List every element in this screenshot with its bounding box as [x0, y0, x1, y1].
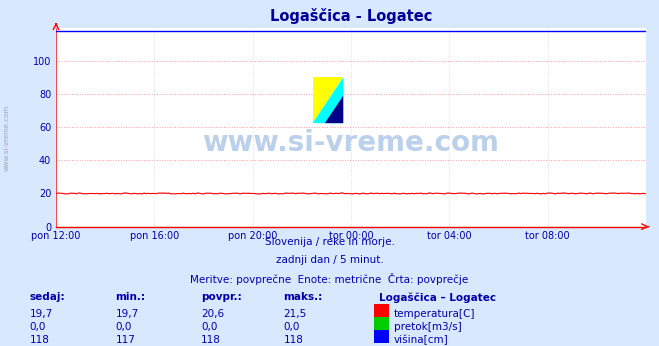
- Text: 0,0: 0,0: [201, 322, 217, 332]
- Text: min.:: min.:: [115, 292, 146, 302]
- Text: 19,7: 19,7: [115, 309, 138, 319]
- Text: temperatura[C]: temperatura[C]: [394, 309, 476, 319]
- Polygon shape: [312, 78, 343, 123]
- Text: 19,7: 19,7: [30, 309, 53, 319]
- Text: zadnji dan / 5 minut.: zadnji dan / 5 minut.: [275, 255, 384, 265]
- Text: 118: 118: [201, 335, 221, 345]
- Text: 118: 118: [283, 335, 303, 345]
- Text: sedaj:: sedaj:: [30, 292, 65, 302]
- Text: www.si-vreme.com: www.si-vreme.com: [202, 129, 500, 157]
- Text: 117: 117: [115, 335, 135, 345]
- Text: 0,0: 0,0: [283, 322, 300, 332]
- Text: Slovenija / reke in morje.: Slovenija / reke in morje.: [264, 237, 395, 247]
- Title: Logaščica - Logatec: Logaščica - Logatec: [270, 8, 432, 24]
- Text: pretok[m3/s]: pretok[m3/s]: [394, 322, 462, 332]
- Text: www.si-vreme.com: www.si-vreme.com: [3, 105, 9, 172]
- Text: 21,5: 21,5: [283, 309, 306, 319]
- Polygon shape: [312, 78, 343, 123]
- Text: maks.:: maks.:: [283, 292, 323, 302]
- Text: višina[cm]: višina[cm]: [394, 335, 449, 345]
- Text: 118: 118: [30, 335, 49, 345]
- Text: 20,6: 20,6: [201, 309, 224, 319]
- Text: Logaščica – Logatec: Logaščica – Logatec: [379, 292, 496, 303]
- Text: 0,0: 0,0: [115, 322, 132, 332]
- Text: povpr.:: povpr.:: [201, 292, 242, 302]
- Text: Meritve: povprečne  Enote: metrične  Črta: povprečje: Meritve: povprečne Enote: metrične Črta:…: [190, 273, 469, 285]
- Polygon shape: [325, 96, 343, 123]
- Text: 0,0: 0,0: [30, 322, 46, 332]
